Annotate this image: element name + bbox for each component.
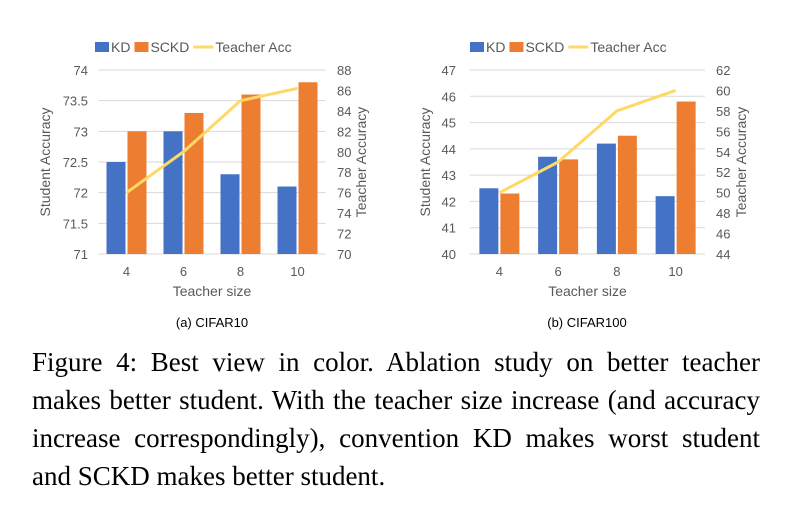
- y2-tick-label: 48: [716, 206, 730, 221]
- x-tick-label: 10: [668, 264, 682, 279]
- bar-sckd: [127, 131, 147, 254]
- y2-tick-label: 56: [716, 124, 730, 139]
- y2-tick-label: 60: [716, 83, 730, 98]
- teacher-acc-line: [125, 86, 298, 194]
- bar-kd: [538, 156, 558, 254]
- bar-sckd: [617, 135, 637, 254]
- y2-tick-label: 62: [716, 63, 730, 78]
- bar-kd: [277, 186, 297, 254]
- x-tick-label: 4: [496, 264, 503, 279]
- y-tick-label: 73: [74, 124, 88, 139]
- bar-sckd: [241, 94, 261, 255]
- y2-tick-label: 76: [337, 186, 351, 201]
- legend-label: SCKD: [150, 39, 189, 55]
- y2-tick-label: 82: [337, 124, 351, 139]
- y2-tick-label: 80: [337, 145, 351, 160]
- y-tick-label: 47: [442, 63, 456, 78]
- x-tick-label: 6: [180, 264, 187, 279]
- legend: KD SCKD Teacher Acc: [470, 39, 667, 55]
- x-axis-title: Teacher size: [548, 283, 627, 299]
- bar-kd: [479, 188, 499, 254]
- y-tick-label: 40: [442, 247, 456, 262]
- bar-kd: [220, 174, 240, 254]
- y2-tick-label: 84: [337, 104, 351, 119]
- bar-sckd: [676, 101, 696, 255]
- legend: KD SCKD Teacher Acc: [95, 39, 292, 55]
- legend-label: KD: [486, 39, 505, 55]
- x-tick-label: 6: [555, 264, 562, 279]
- panel-subtitle: (a) CIFAR10: [176, 315, 248, 330]
- y-tick-label: 72.5: [63, 155, 88, 170]
- y2-tick-label: 52: [716, 165, 730, 180]
- y-tick-label: 44: [442, 142, 456, 157]
- chart-panel-1: 7171.57272.57373.57470727476788082848688…: [37, 39, 369, 330]
- y2-tick-label: 88: [337, 63, 351, 78]
- y-tick-label: 43: [442, 168, 456, 183]
- y-tick-label: 72: [74, 186, 88, 201]
- y2-tick-label: 54: [716, 145, 730, 160]
- y-tick-label: 45: [442, 116, 456, 131]
- bar-kd: [163, 131, 183, 254]
- legend-swatch-sckd: [509, 42, 524, 52]
- y2-axis-title: Teacher Accuracy: [353, 107, 369, 218]
- y2-tick-label: 74: [337, 206, 351, 221]
- y-tick-label: 71: [74, 247, 88, 262]
- y-tick-label: 41: [442, 221, 456, 236]
- x-tick-label: 4: [123, 264, 130, 279]
- y2-tick-label: 44: [716, 247, 730, 262]
- panel-subtitle: (b) CIFAR100: [547, 315, 626, 330]
- y-tick-label: 46: [442, 89, 456, 104]
- bar-kd: [596, 143, 616, 254]
- y-tick-label: 71.5: [63, 216, 88, 231]
- y-axis-title: Student Accuracy: [417, 108, 433, 217]
- y2-tick-label: 72: [337, 227, 351, 242]
- y-tick-label: 73.5: [63, 94, 88, 109]
- legend-label: SCKD: [525, 39, 564, 55]
- x-tick-label: 8: [237, 264, 244, 279]
- legend-swatch-kd: [470, 42, 484, 52]
- x-axis-title: Teacher size: [173, 283, 252, 299]
- y2-tick-label: 86: [337, 83, 351, 98]
- bar-sckd: [298, 82, 318, 255]
- legend-label: Teacher Acc: [590, 39, 666, 55]
- teacher-acc-line: [498, 89, 677, 194]
- y-axis-title: Student Accuracy: [37, 108, 53, 217]
- figure-caption: Figure 4: Best view in color. Ablation s…: [32, 347, 760, 491]
- bar-sckd: [184, 112, 204, 254]
- y2-tick-label: 58: [716, 104, 730, 119]
- bar-sckd: [559, 159, 579, 254]
- y2-axis-title: Teacher Accuracy: [733, 107, 749, 218]
- bar-kd: [106, 162, 126, 254]
- legend-label: Teacher Acc: [215, 39, 291, 55]
- x-tick-label: 8: [613, 264, 620, 279]
- bar-kd: [655, 196, 675, 254]
- legend-swatch-sckd: [134, 42, 149, 52]
- y2-tick-label: 70: [337, 247, 351, 262]
- legend-swatch-kd: [95, 42, 109, 52]
- y2-tick-label: 46: [716, 227, 730, 242]
- y-tick-label: 42: [442, 194, 456, 209]
- x-tick-label: 10: [290, 264, 304, 279]
- legend-label: KD: [111, 39, 130, 55]
- y-tick-label: 74: [74, 63, 88, 78]
- bar-sckd: [500, 193, 520, 254]
- y2-tick-label: 50: [716, 186, 730, 201]
- y2-tick-label: 78: [337, 165, 351, 180]
